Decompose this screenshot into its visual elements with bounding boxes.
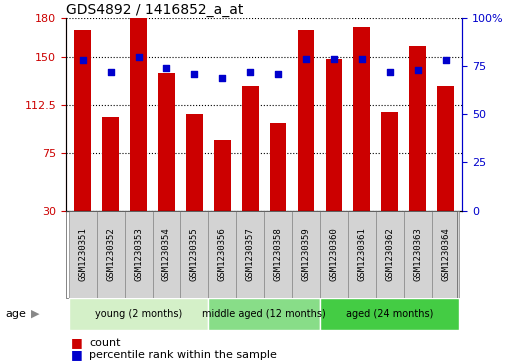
- Bar: [320, 211, 348, 298]
- Text: ▶: ▶: [30, 309, 39, 319]
- Text: GSM1230358: GSM1230358: [274, 227, 282, 281]
- Bar: [180, 211, 208, 298]
- Bar: [69, 211, 97, 298]
- Text: count: count: [89, 338, 120, 348]
- Bar: [437, 86, 454, 211]
- Point: [246, 69, 255, 75]
- Text: GSM1230356: GSM1230356: [218, 227, 227, 281]
- Text: percentile rank within the sample: percentile rank within the sample: [89, 350, 277, 360]
- Text: aged (24 months): aged (24 months): [346, 309, 433, 319]
- Point: [107, 69, 115, 75]
- Point: [302, 56, 310, 61]
- Bar: [186, 114, 203, 211]
- Text: middle aged (12 months): middle aged (12 months): [202, 309, 326, 319]
- Bar: [102, 117, 119, 211]
- Point: [190, 71, 199, 77]
- Bar: [74, 30, 91, 211]
- Text: GSM1230351: GSM1230351: [78, 227, 87, 281]
- Text: GSM1230354: GSM1230354: [162, 227, 171, 281]
- Bar: [270, 123, 287, 211]
- Point: [441, 58, 450, 64]
- Bar: [376, 211, 404, 298]
- Text: GSM1230364: GSM1230364: [441, 227, 450, 281]
- Text: GSM1230362: GSM1230362: [385, 227, 394, 281]
- Bar: [158, 73, 175, 211]
- Point: [330, 56, 338, 61]
- Text: GSM1230353: GSM1230353: [134, 227, 143, 281]
- Text: ■: ■: [71, 337, 83, 350]
- Bar: [382, 112, 398, 211]
- Point: [358, 56, 366, 61]
- Bar: [298, 30, 314, 211]
- Text: GSM1230355: GSM1230355: [190, 227, 199, 281]
- Point: [218, 75, 227, 81]
- Bar: [130, 16, 147, 211]
- Point: [135, 54, 143, 60]
- Bar: [152, 211, 180, 298]
- Text: GDS4892 / 1416852_a_at: GDS4892 / 1416852_a_at: [66, 3, 243, 17]
- Point: [163, 65, 171, 71]
- Text: GSM1230363: GSM1230363: [413, 227, 422, 281]
- Bar: [208, 211, 236, 298]
- Bar: [409, 46, 426, 211]
- Bar: [432, 211, 460, 298]
- Point: [386, 69, 394, 75]
- Text: ■: ■: [71, 348, 83, 362]
- Bar: [214, 140, 231, 211]
- Text: GSM1230359: GSM1230359: [302, 227, 310, 281]
- Text: GSM1230361: GSM1230361: [357, 227, 366, 281]
- Bar: [320, 298, 460, 330]
- Point: [274, 71, 282, 77]
- Bar: [326, 59, 342, 211]
- Bar: [97, 211, 124, 298]
- Bar: [292, 211, 320, 298]
- Bar: [404, 211, 432, 298]
- Bar: [348, 211, 376, 298]
- Bar: [236, 211, 264, 298]
- Bar: [124, 211, 152, 298]
- Bar: [264, 211, 292, 298]
- Bar: [208, 298, 320, 330]
- Text: age: age: [5, 309, 26, 319]
- Bar: [69, 298, 208, 330]
- Text: GSM1230352: GSM1230352: [106, 227, 115, 281]
- Bar: [354, 27, 370, 211]
- Point: [79, 58, 87, 64]
- Bar: [242, 86, 259, 211]
- Point: [414, 67, 422, 73]
- Text: young (2 months): young (2 months): [95, 309, 182, 319]
- Text: GSM1230357: GSM1230357: [246, 227, 255, 281]
- Text: GSM1230360: GSM1230360: [329, 227, 338, 281]
